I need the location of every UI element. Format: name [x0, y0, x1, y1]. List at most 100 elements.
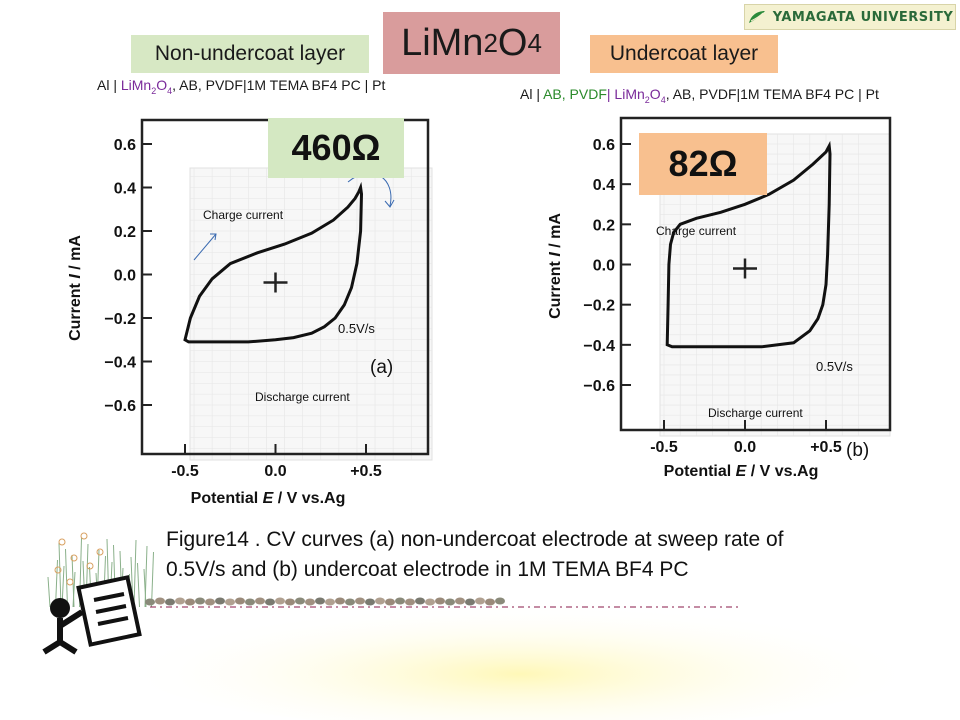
config-b-part: Al | — [520, 86, 544, 102]
stone — [465, 598, 475, 606]
stone — [265, 598, 275, 606]
chart-a-xlabel: Potential E / V vs.Ag — [191, 490, 346, 507]
grass-seed — [66, 578, 74, 586]
stone — [315, 597, 325, 605]
config-b-part: 4 — [660, 94, 666, 105]
chart-a-panel-label: (a) — [370, 357, 393, 378]
grass-blade — [47, 576, 51, 608]
chart-b-xlabel: Potential E / V vs.Ag — [664, 463, 819, 480]
stone — [275, 597, 285, 605]
config-a-part: LiMn — [120, 77, 152, 93]
stone — [455, 597, 465, 605]
stone — [385, 598, 395, 606]
stone — [215, 597, 225, 605]
stone — [305, 598, 315, 606]
y-tick-label: 0.0 — [114, 268, 136, 285]
ylabel-part: / mA — [547, 213, 564, 253]
config-a-part: 2 — [151, 85, 157, 96]
chart-a-charge-label: Charge current — [203, 208, 284, 222]
stone — [145, 598, 155, 606]
stone — [425, 598, 435, 606]
grass-seed — [96, 548, 104, 556]
resistance-a-badge: 460Ω — [268, 118, 404, 178]
stone — [475, 597, 485, 605]
ylabel-part: Current — [67, 279, 84, 341]
cell-config-b: Al | AB, PVDF| LiMn2O4, AB, PVDF|1M TEMA… — [520, 86, 879, 105]
x-tick-label: -0.5 — [650, 439, 678, 456]
grass-blade — [151, 551, 154, 608]
logo-text: YAMAGATA UNIVERSITY — [772, 9, 954, 25]
config-b-part: AB, PVDF — [543, 86, 607, 102]
x-tick-label: +0.5 — [810, 439, 842, 456]
x-tick-label: -0.5 — [171, 463, 199, 480]
stone — [485, 598, 495, 606]
y-tick-label: 0.2 — [593, 217, 615, 234]
charge-arrow-icon — [193, 233, 217, 261]
label-non-undercoat: Non-undercoat layer — [131, 35, 369, 73]
xlabel-part: Potential — [664, 463, 736, 480]
config-a-part: O — [156, 77, 168, 93]
title-mid: O — [497, 21, 528, 64]
chart-b-charge-label: Charge current — [656, 224, 737, 238]
title-main: LiMn — [401, 21, 484, 64]
stone — [365, 598, 375, 606]
grass-seed — [80, 532, 88, 540]
resistance-b-badge: 82Ω — [639, 133, 767, 195]
chart-b-discharge-label: Discharge current — [708, 406, 803, 420]
ylabel-part: / mA — [67, 235, 84, 275]
stone — [195, 597, 205, 605]
charge-arrowhead-icon — [210, 233, 217, 241]
y-tick-label: −0.4 — [104, 355, 136, 372]
grass-seed — [70, 554, 78, 562]
label-undercoat: Undercoat layer — [590, 35, 778, 73]
cv-chart-a: 0.6 0.4 0.2 0.0 −0.2 −0.4 −0.6 -0.5 0.0 +0.5 Char… — [67, 118, 433, 507]
config-b-part: O — [649, 86, 661, 102]
yellow-glow — [120, 590, 920, 720]
caption-line-1: Figure14 . CV curves (a) non-undercoat e… — [166, 528, 784, 551]
stone — [335, 597, 345, 605]
title-sub2: 4 — [527, 27, 542, 58]
xlabel-var: E — [736, 463, 748, 480]
x-tick-label: 0.0 — [264, 463, 286, 480]
decorative-footer — [42, 532, 920, 720]
config-b-part: | — [606, 86, 615, 102]
caption-line-2: 0.5V/s and (b) undercoat electrode in 1M… — [166, 558, 689, 581]
slide-title: LiMn 2 O 4 — [383, 12, 560, 74]
y-tick-label: 0.2 — [114, 224, 136, 241]
y-tick-label: −0.4 — [583, 338, 615, 355]
chart-a-ylabel: Current I / mA — [67, 235, 84, 341]
stone — [285, 598, 295, 606]
chart-b-cv-curve — [665, 140, 832, 349]
stones-decoration — [145, 597, 505, 606]
chart-b-panel-label: (b) — [846, 440, 869, 461]
xlabel-part: / V vs.Ag — [273, 490, 345, 507]
stone — [185, 598, 195, 606]
stone — [435, 597, 445, 605]
stone — [445, 598, 455, 606]
config-b-part: , AB, PVDF|1M TEMA BF4 PC | Pt — [665, 86, 879, 102]
stone — [345, 598, 355, 606]
y-tick-label: −0.2 — [104, 311, 136, 328]
grass-seed — [54, 566, 62, 574]
xlabel-var: E — [263, 490, 275, 507]
xlabel-part: / V vs.Ag — [746, 463, 818, 480]
chart-b-ticks: 0.6 0.4 0.2 0.0 −0.2 −0.4 −0.6 -0.5 0.0 +0.5 — [583, 137, 841, 456]
stone — [225, 598, 235, 606]
stone — [175, 597, 185, 605]
y-tick-label: 0.0 — [593, 258, 615, 275]
stone — [405, 598, 415, 606]
y-tick-label: 0.6 — [593, 137, 615, 154]
grass-blade — [65, 548, 68, 608]
grass-blade — [133, 539, 137, 608]
ylabel-part: Current — [547, 257, 564, 319]
grass-seed — [58, 538, 66, 546]
xlabel-part: Potential — [191, 490, 263, 507]
y-tick-label: 0.4 — [114, 181, 136, 198]
figure-caption: Figure14 . CV curves (a) non-undercoat e… — [166, 525, 886, 585]
stone — [295, 597, 305, 605]
stone — [355, 597, 365, 605]
stone — [155, 597, 165, 605]
chart-a-cv-curve — [183, 181, 364, 344]
y-tick-label: 0.4 — [593, 177, 615, 194]
stone — [205, 598, 215, 606]
